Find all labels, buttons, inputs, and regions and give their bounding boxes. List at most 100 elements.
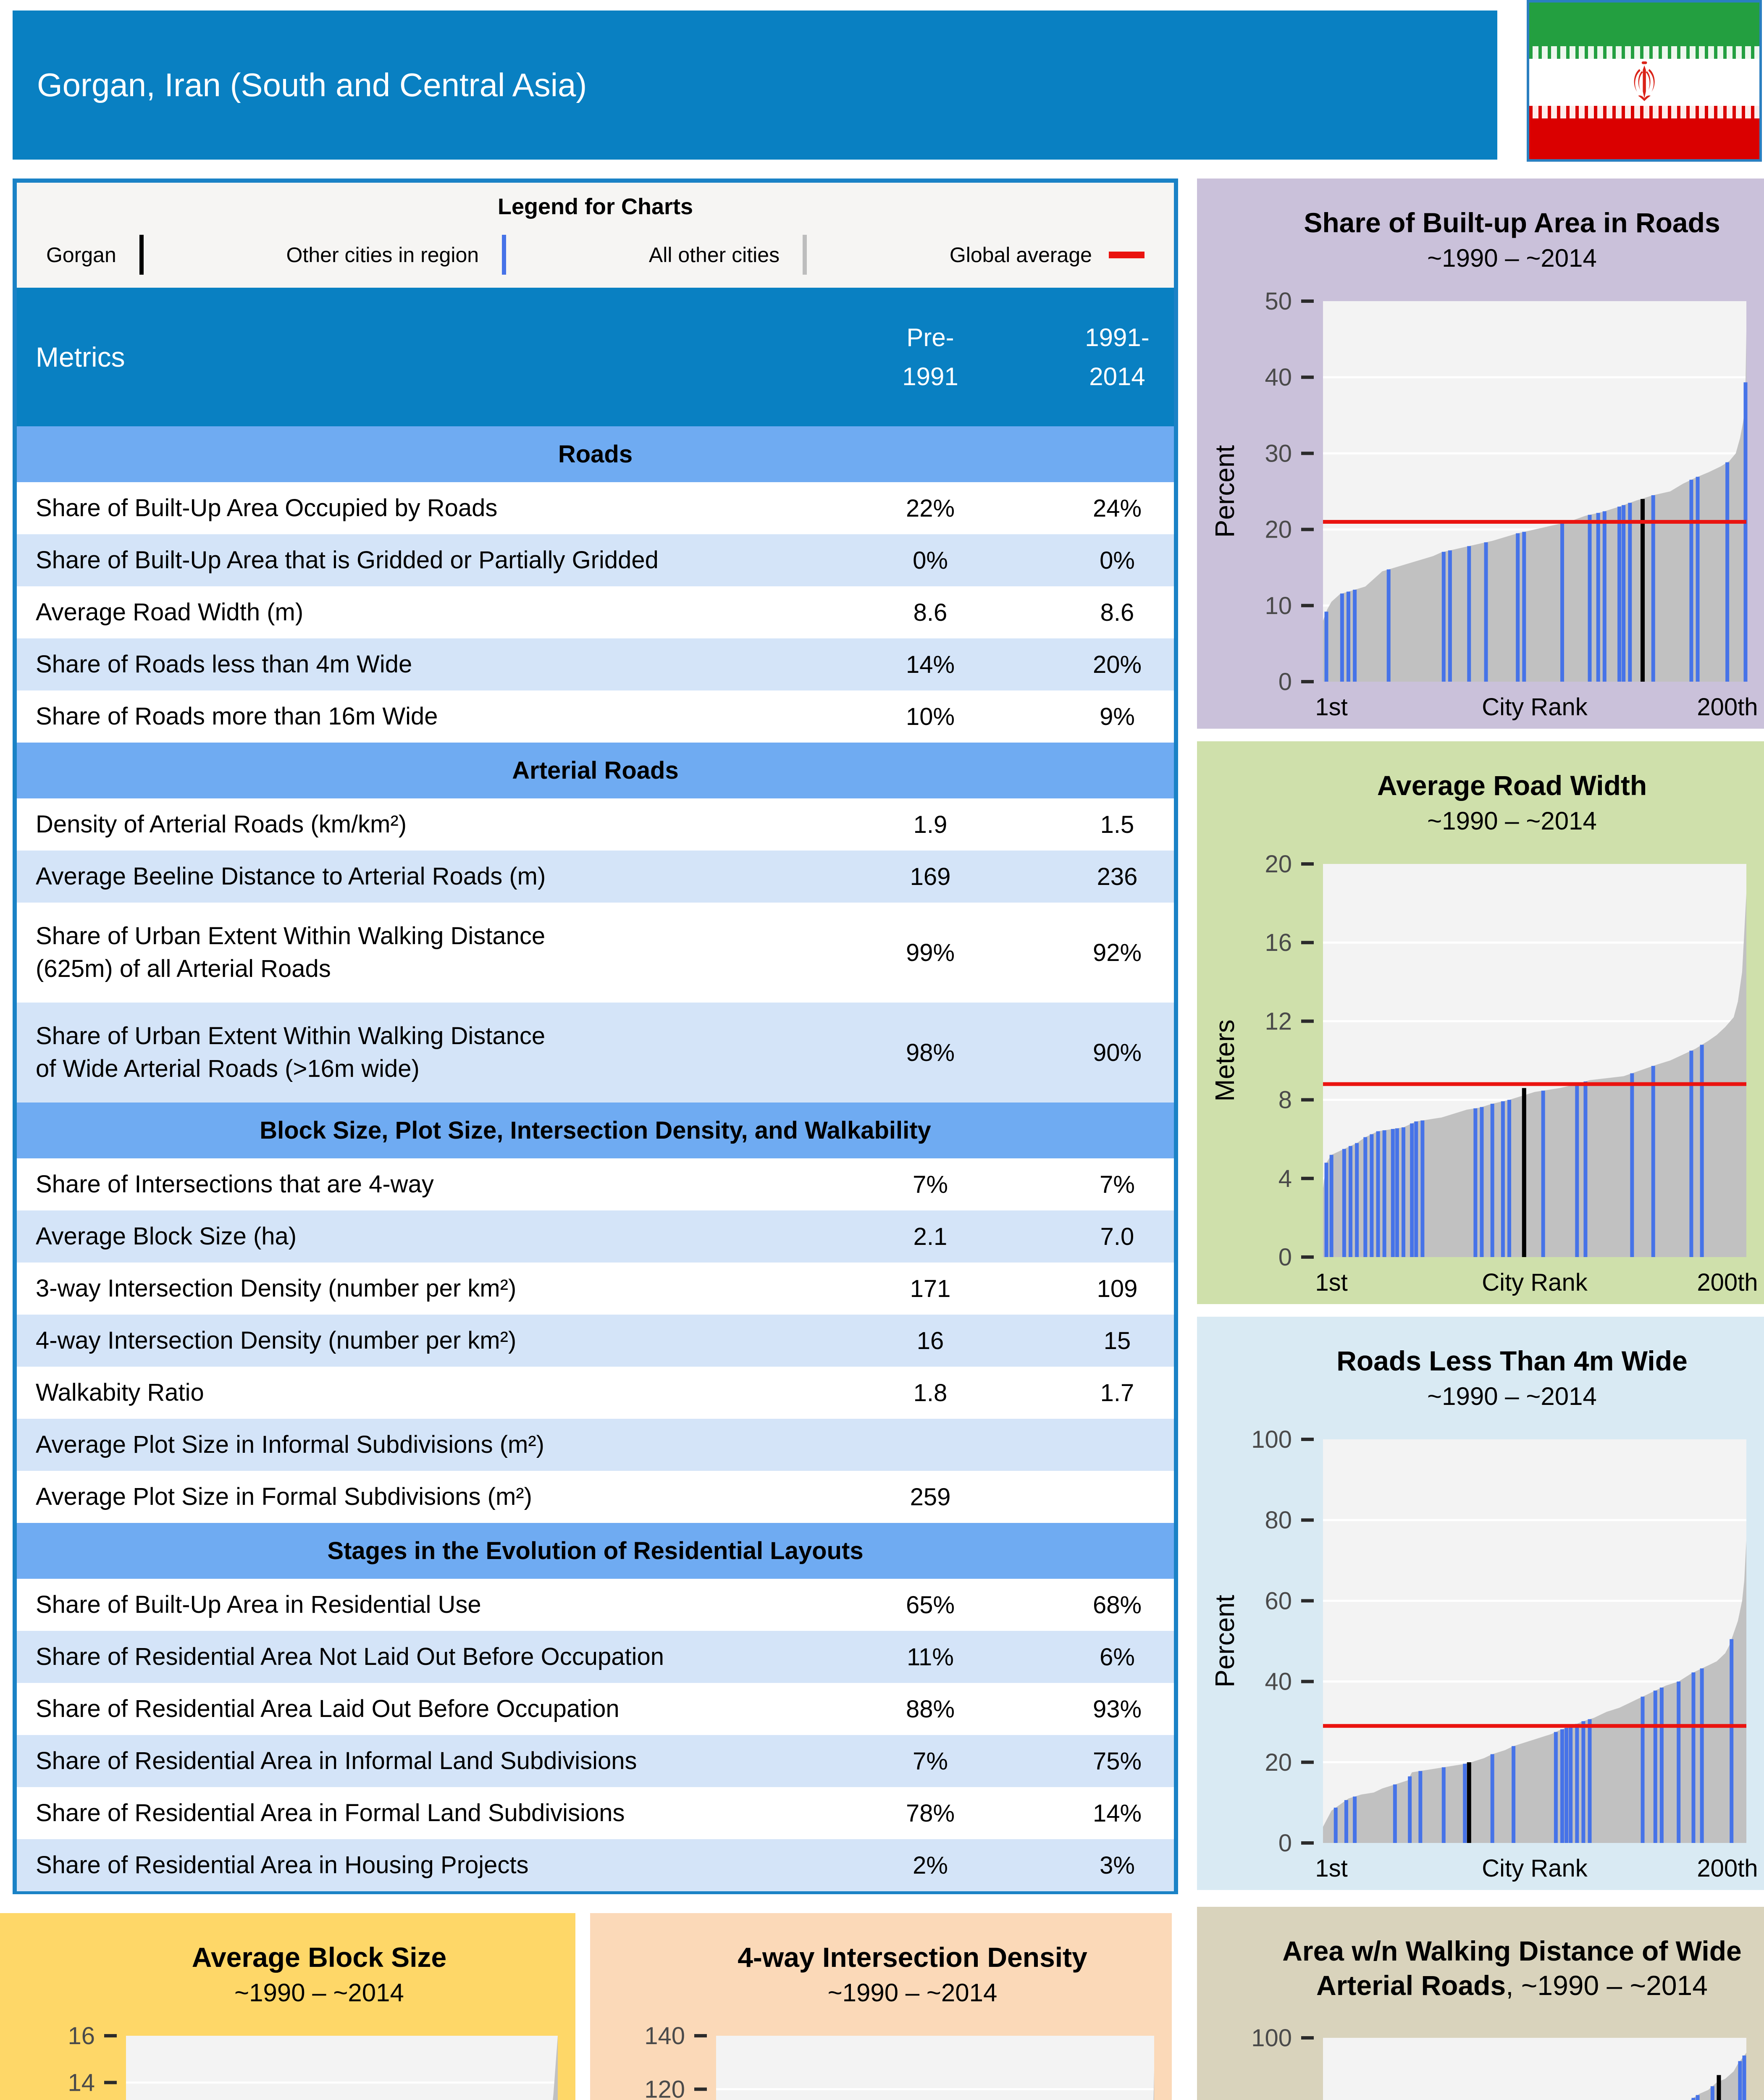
y-tick-mark xyxy=(1301,452,1314,455)
value-1991-2014: 90% xyxy=(1092,1039,1142,1066)
y-tick-mark xyxy=(1301,1841,1314,1845)
region-city-line xyxy=(1353,590,1357,682)
region-city-line xyxy=(1408,1776,1412,1843)
legend-item-label: All other cities xyxy=(648,243,780,267)
value-pre1991: 11% xyxy=(907,1643,954,1671)
column-header-metrics: Metrics xyxy=(36,341,125,373)
y-tick-label: 0 xyxy=(1278,1244,1292,1271)
table-body: Roads Share of Built-Up Area Occupied by … xyxy=(17,426,1174,1891)
x-axis-label: City Rank xyxy=(1482,1269,1588,1296)
region-city-line xyxy=(1346,591,1350,682)
chart-title: Average Road Width xyxy=(1377,770,1647,801)
metric-label: Average Road Width (m) xyxy=(36,598,304,626)
y-tick-label: 40 xyxy=(1265,364,1292,391)
city-distribution-area xyxy=(553,2036,558,2100)
horizontal-dash-marker-icon xyxy=(1108,251,1144,258)
region-city-line xyxy=(1370,1134,1374,1257)
region-city-line xyxy=(1441,1767,1446,1843)
plot-area xyxy=(126,2036,558,2100)
y-tick-label: 80 xyxy=(1265,2099,1292,2100)
y-tick-label: 40 xyxy=(1265,1668,1292,1696)
value-1991-2014: 93% xyxy=(1092,1695,1142,1723)
value-1991-2014: 68% xyxy=(1092,1591,1142,1619)
y-tick-mark xyxy=(1301,1518,1314,1522)
column-header-pre1991: Pre- 1991 xyxy=(902,323,958,391)
gorgan-line xyxy=(1641,499,1645,682)
gorgan-line xyxy=(1467,1762,1471,1843)
region-city-line xyxy=(1414,1121,1418,1257)
metric-label: Share of Urban Extent Within Walking Dis… xyxy=(36,1022,546,1082)
chart-canvas: 4-way Intersection Density~1990 – ~20140… xyxy=(590,1913,1172,2100)
value-pre1991: 16 xyxy=(916,1327,944,1354)
region-city-line xyxy=(1691,1672,1696,1843)
y-tick-mark xyxy=(694,2034,707,2037)
metric-label: Share of Residential Area in Housing Pro… xyxy=(36,1851,529,1879)
region-city-line xyxy=(1560,1729,1564,1843)
region-city-line xyxy=(1349,1146,1353,1257)
value-pre1991: 98% xyxy=(906,1039,955,1066)
y-tick-mark xyxy=(104,2081,117,2084)
region-city-line xyxy=(1340,593,1344,682)
table-section-header: Block Size, Plot Size, Intersection Dens… xyxy=(17,1102,1174,1158)
value-pre1991: 171 xyxy=(910,1275,951,1302)
metric-label: 4-way Intersection Density (number per k… xyxy=(36,1326,517,1354)
x-tick-label: 200th xyxy=(1697,1855,1758,1882)
value-pre1991: 65% xyxy=(906,1591,955,1619)
region-city-line xyxy=(1329,1155,1334,1257)
plot-area xyxy=(1323,2038,1746,2100)
chart-title: Average Block Size xyxy=(192,1942,447,1973)
value-pre1991: 7% xyxy=(913,1747,948,1775)
chart-title: Roads Less Than 4m Wide xyxy=(1336,1345,1688,1376)
gorgan-line xyxy=(1522,1088,1526,1257)
y-tick-mark xyxy=(1301,528,1314,531)
legend-item: Global average xyxy=(950,243,1144,267)
region-city-line xyxy=(1324,1163,1328,1257)
chart-title: Area w/n Walking Distance of Wide xyxy=(1282,1935,1741,1966)
flag-white-band xyxy=(1529,59,1759,106)
value-pre1991: 10% xyxy=(906,703,955,730)
region-city-line xyxy=(1700,1668,1704,1843)
y-tick-mark xyxy=(1301,1438,1314,1441)
region-city-line xyxy=(1382,1130,1386,1257)
chart-subtitle: ~1990 – ~2014 xyxy=(1427,1382,1597,1410)
y-axis-label: Meters xyxy=(1210,1019,1240,1102)
region-city-line xyxy=(1344,1800,1348,1843)
chart-legend: Legend for Charts Gorgan Other cities in … xyxy=(17,183,1174,288)
region-city-line xyxy=(1402,1127,1406,1257)
region-city-line xyxy=(1588,514,1592,682)
y-tick-label: 16 xyxy=(68,2022,95,2050)
table-section-header: Arterial Roads xyxy=(17,743,1174,798)
region-city-line xyxy=(1738,2061,1742,2100)
y-tick-label: 4 xyxy=(1278,1165,1292,1192)
region-city-line xyxy=(1463,1764,1467,1843)
metric-label: Share of Residential Area in Formal Land… xyxy=(36,1799,625,1827)
chart-canvas: Area w/n Walking Distance of Wide Arteria… xyxy=(1197,1907,1764,2100)
y-axis-label: Percent xyxy=(1210,1595,1240,1688)
y-tick-label: 50 xyxy=(1265,288,1292,315)
legend-item: Gorgan xyxy=(46,235,144,275)
metric-label: Density of Arterial Roads (km/km²) xyxy=(36,810,407,838)
region-city-line xyxy=(1541,1090,1545,1257)
metric-label: Share of Roads more than 16m Wide xyxy=(36,702,438,730)
region-city-line xyxy=(1617,507,1622,682)
region-city-line xyxy=(1628,503,1632,682)
value-1991-2014: 15 xyxy=(1103,1327,1131,1354)
vertical-line-marker-icon xyxy=(803,235,807,275)
gorgan-line xyxy=(1717,2075,1721,2100)
y-tick-label: 80 xyxy=(1265,1507,1292,1534)
region-city-line xyxy=(1596,513,1600,682)
region-city-line xyxy=(1363,1137,1368,1257)
flag-takbir-strip-bottom xyxy=(1529,106,1759,118)
table-header-row: Metrics Pre- 1991 1991- 2014 xyxy=(17,288,1174,426)
region-city-line xyxy=(1602,511,1606,682)
chart-average-road-width: Average Road Width ~1990 – ~2014 0 4 8 12 16 20… xyxy=(1197,741,1764,1304)
y-tick-label: 10 xyxy=(1265,592,1292,620)
table-row: Share of Roads less than 4m Wide 14% 20% xyxy=(17,638,1174,690)
region-city-line xyxy=(1677,1681,1681,1843)
region-city-line xyxy=(1564,1728,1569,1843)
region-city-line xyxy=(1560,523,1564,682)
city-distribution-area xyxy=(1690,2053,1746,2100)
y-tick-label: 60 xyxy=(1265,1587,1292,1614)
flag-takbir-strip-top xyxy=(1529,46,1759,59)
metric-label: Share of Intersections that are 4-way xyxy=(36,1170,434,1198)
